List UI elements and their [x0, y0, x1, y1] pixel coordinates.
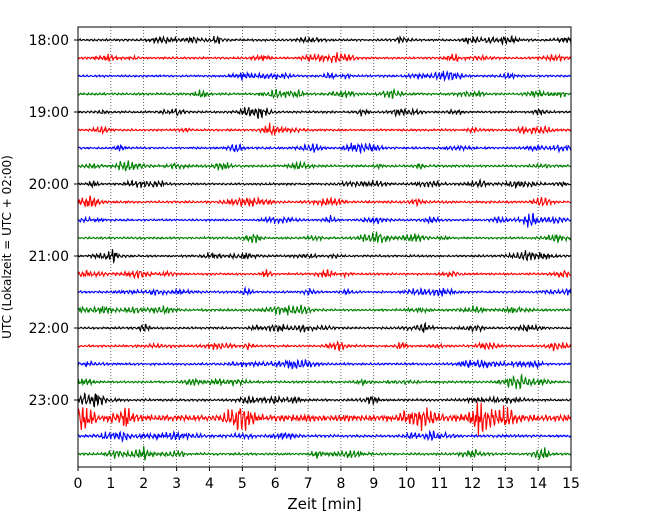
- y-axis-ticks: 18:00 19:00 20:00 21:00 22:00 23:00: [29, 33, 78, 409]
- x-tick-label: 5: [238, 476, 247, 492]
- seismogram-trace: [77, 160, 572, 172]
- x-tick-label: 6: [271, 476, 280, 492]
- seismogram-trace: [77, 87, 572, 100]
- y-tick-label: 23:00: [29, 393, 69, 409]
- x-tick-label: 11: [431, 476, 449, 492]
- seismogram-trace: [77, 373, 572, 390]
- seismogram-trace: [77, 285, 572, 297]
- x-tick-label: 2: [139, 476, 148, 492]
- x-tick-label: 14: [529, 476, 547, 492]
- grid-lines: [110, 27, 539, 467]
- seismogram-trace: [77, 122, 572, 137]
- y-tick-label: 20:00: [29, 177, 69, 193]
- seismogram-trace: [77, 177, 572, 190]
- x-tick-label: 8: [336, 476, 345, 492]
- y-tick-label: 21:00: [29, 249, 69, 265]
- plot-frame: [77, 26, 572, 468]
- x-tick-label: 0: [74, 476, 83, 492]
- x-tick-label: 12: [463, 476, 481, 492]
- x-tick-label: 9: [369, 476, 378, 492]
- seismogram-trace: [77, 249, 572, 265]
- seismogram-trace: [77, 391, 572, 408]
- seismogram-trace: [77, 445, 572, 461]
- seismogram-trace: [77, 268, 572, 280]
- seismogram-trace: [77, 231, 572, 244]
- seismogram-trace: [77, 321, 572, 334]
- x-tick-label: 13: [496, 476, 514, 492]
- x-tick-label: 15: [562, 476, 580, 492]
- seismogram-trace: [77, 52, 572, 64]
- seismogram-trace: [77, 106, 572, 119]
- y-tick-label: 19:00: [29, 105, 69, 121]
- x-tick-label: 4: [205, 476, 214, 492]
- seismogram-trace: [77, 339, 572, 352]
- seismogram-trace: [77, 358, 572, 370]
- x-tick-label: 7: [304, 476, 313, 492]
- seismogram-trace: [77, 402, 572, 436]
- x-axis-ticks: 0 1 2 3 4 5 6 7 8 9 10 11 12 13 14 15: [74, 467, 580, 492]
- y-tick-label: 22:00: [29, 321, 69, 337]
- seismogram-trace: [77, 304, 572, 316]
- seismogram-traces: [77, 34, 572, 461]
- seismogram-trace: [77, 429, 572, 444]
- seismogram-trace: [77, 34, 572, 46]
- plot-area: [78, 27, 571, 467]
- seismogram-trace: [77, 212, 572, 228]
- x-axis-title: Zeit [min]: [287, 495, 361, 513]
- seismogram-trace: [77, 195, 572, 208]
- y-axis-title: UTC (Lokalzeit = UTC + 02:00): [0, 155, 14, 339]
- seismogram-trace: [77, 70, 572, 83]
- y-tick-label: 18:00: [29, 33, 69, 49]
- x-tick-label: 3: [172, 476, 181, 492]
- seismogram-trace: [77, 142, 572, 155]
- x-tick-label: 10: [398, 476, 416, 492]
- x-tick-label: 1: [106, 476, 115, 492]
